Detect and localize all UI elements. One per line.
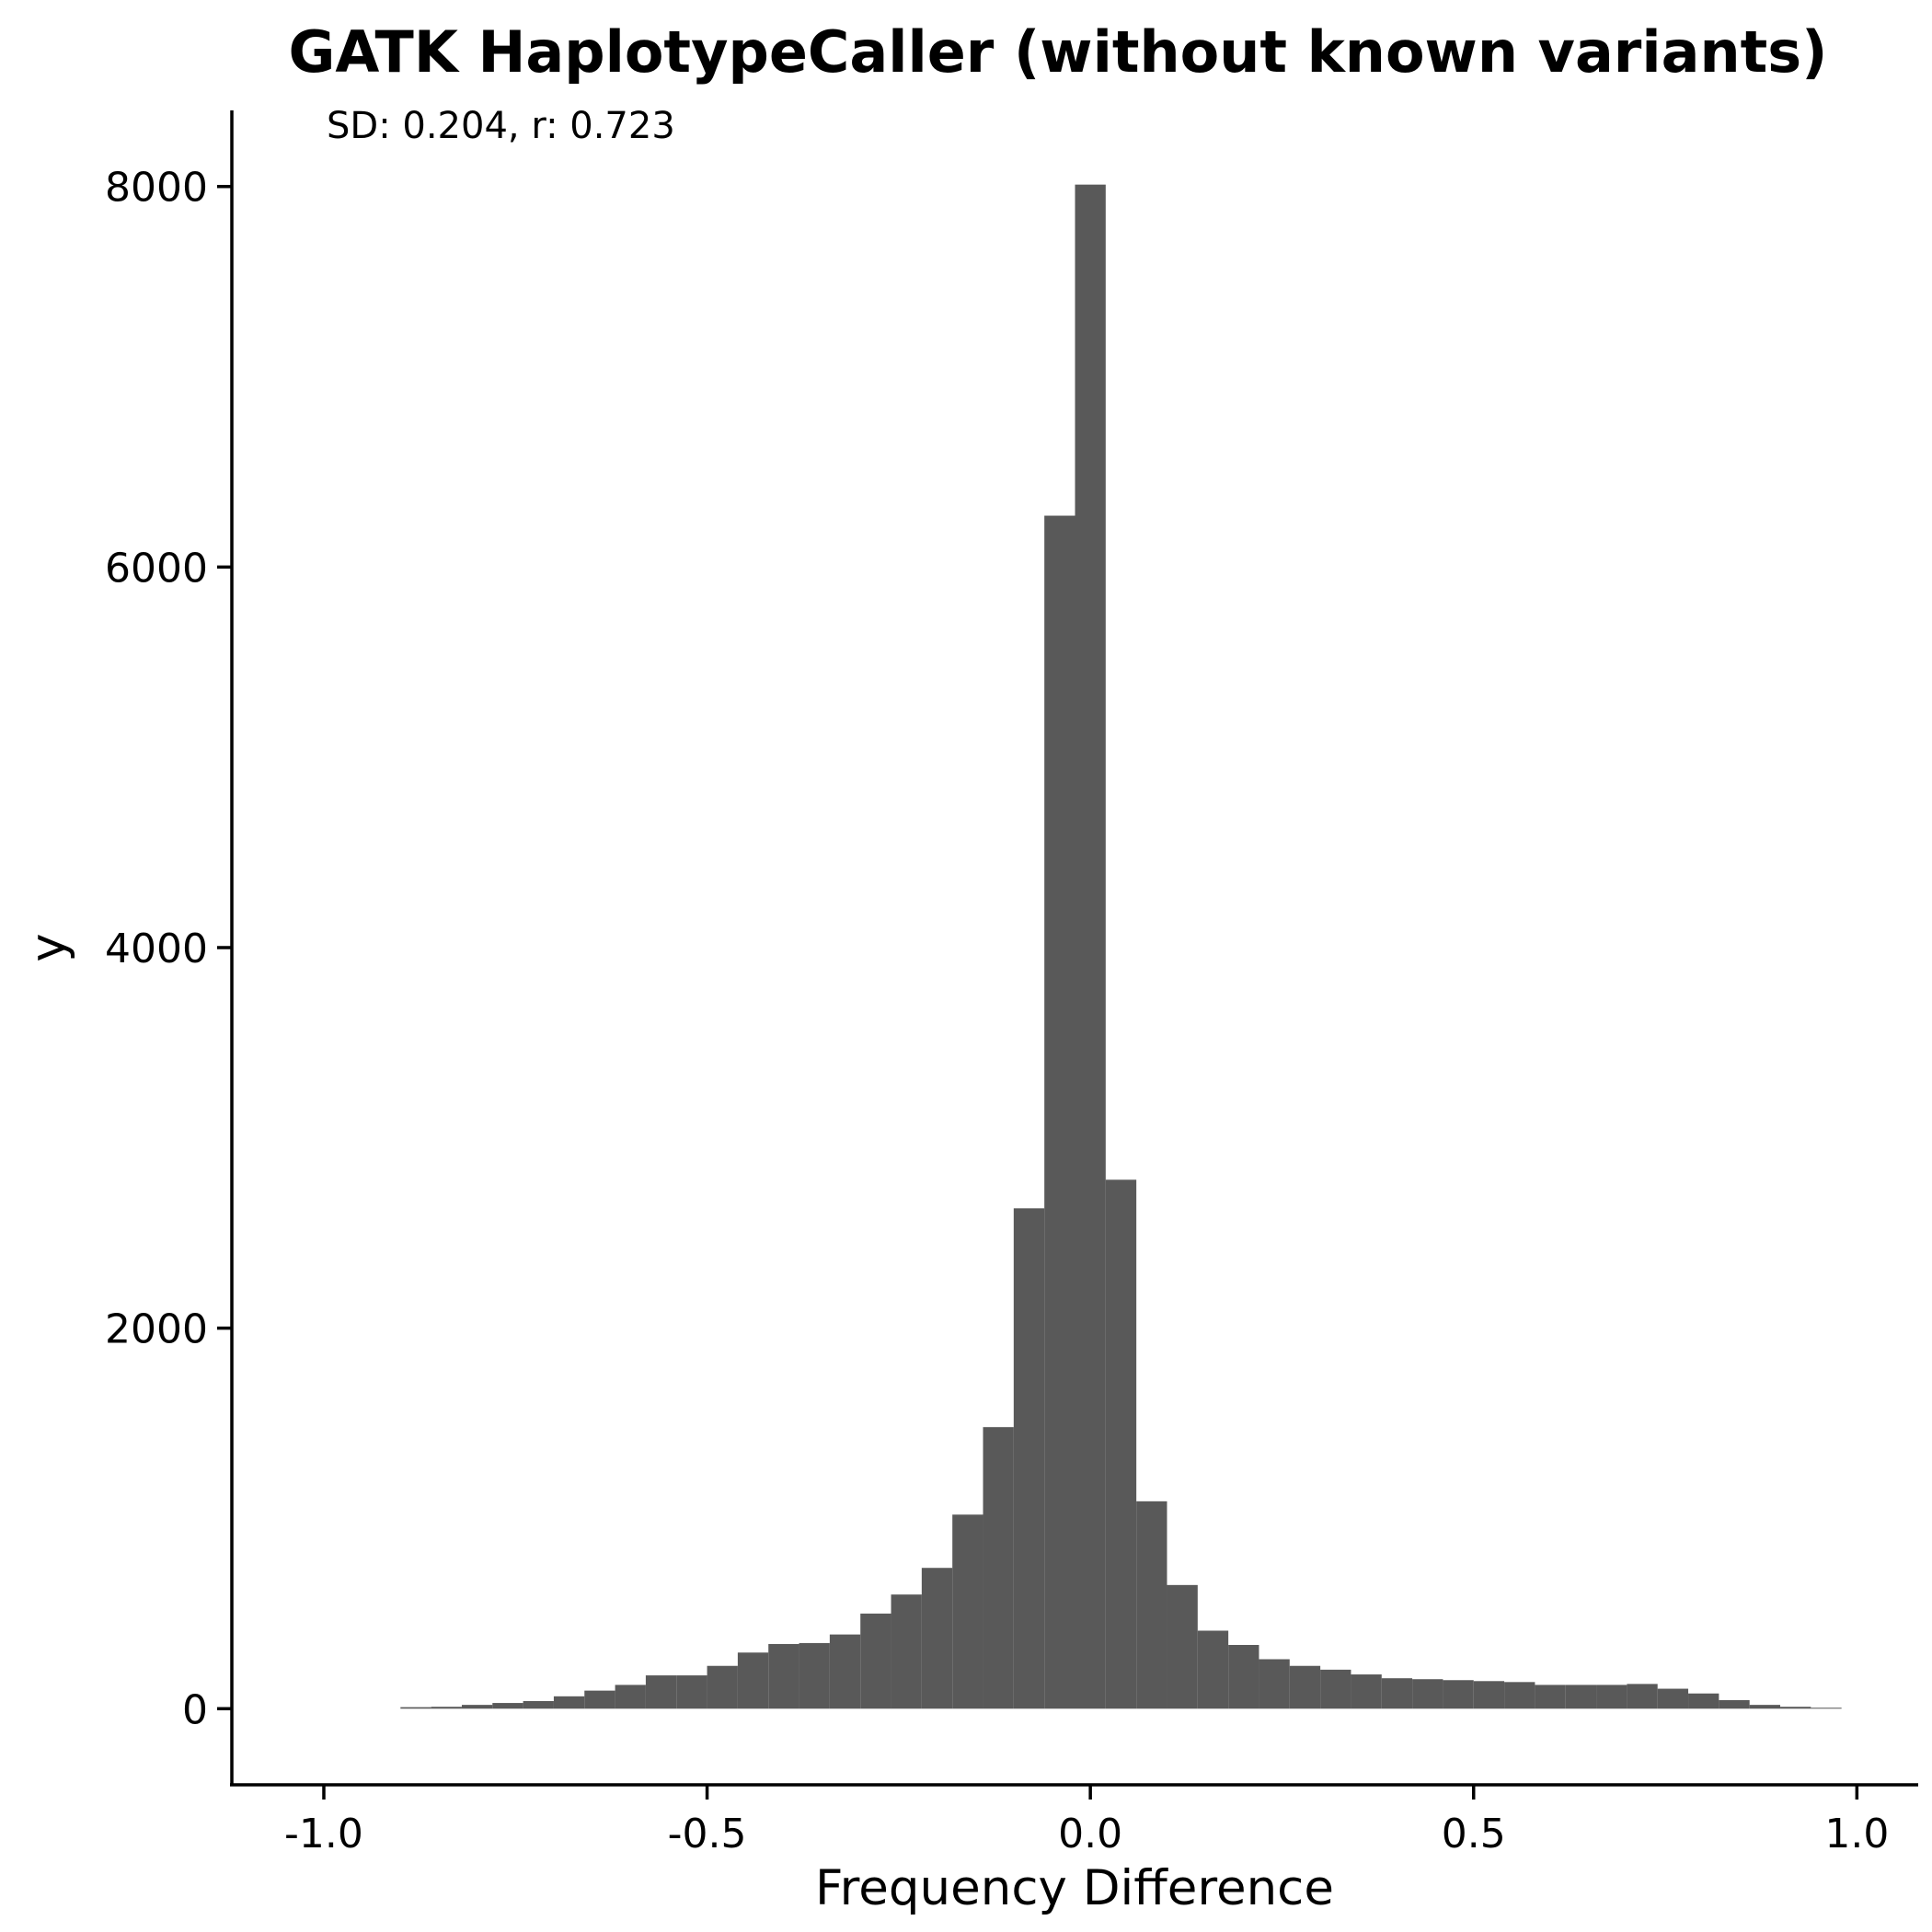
histogram-bar <box>1473 1681 1505 1709</box>
histogram-bars <box>400 184 1842 1709</box>
histogram-bar <box>1443 1680 1474 1709</box>
histogram-bar <box>983 1427 1014 1709</box>
histogram-bar <box>1197 1630 1229 1709</box>
histogram-bar <box>676 1675 707 1709</box>
y-tick-label: 6000 <box>105 545 208 592</box>
y-tick-label: 4000 <box>105 926 208 972</box>
histogram-bar <box>707 1665 738 1709</box>
histogram-bar <box>737 1652 769 1709</box>
histogram-bar <box>1228 1644 1259 1709</box>
x-tick-label: 0.0 <box>1058 1811 1122 1857</box>
y-tick-label: 0 <box>182 1686 208 1733</box>
y-tick-label: 8000 <box>105 165 208 212</box>
stats-annotation: SD: 0.204, r: 0.723 <box>327 105 675 147</box>
histogram-bar <box>584 1690 615 1709</box>
histogram-bar <box>1688 1693 1719 1709</box>
histogram-bar <box>492 1703 523 1709</box>
histogram-bar <box>1105 1179 1137 1709</box>
histogram-bar <box>1627 1684 1658 1709</box>
histogram-bar <box>1075 184 1106 1709</box>
histogram-bar <box>860 1613 891 1709</box>
histogram-bar <box>645 1675 677 1709</box>
histogram-bar <box>829 1634 861 1709</box>
histogram-bar <box>1535 1685 1566 1709</box>
histogram-bar <box>1259 1659 1290 1709</box>
y-axis-label: y <box>20 933 76 961</box>
x-tick-label: -0.5 <box>668 1811 747 1857</box>
histogram-bar <box>1381 1678 1413 1709</box>
histogram-bar <box>615 1685 646 1709</box>
histogram-bar <box>461 1705 493 1709</box>
histogram-bar <box>952 1514 983 1709</box>
x-tick-label: 1.0 <box>1824 1811 1889 1857</box>
histogram-bar <box>1596 1685 1627 1709</box>
histogram-bar <box>400 1707 431 1709</box>
histogram-bar <box>921 1568 953 1709</box>
histogram-bar <box>1749 1705 1781 1709</box>
histogram-bar <box>1657 1688 1689 1709</box>
histogram-bar <box>1167 1584 1198 1709</box>
histogram-bar <box>768 1643 799 1709</box>
y-tick-label: 2000 <box>105 1306 208 1353</box>
histogram-bar <box>1136 1501 1167 1709</box>
histogram-bar <box>1565 1685 1597 1709</box>
histogram-bar <box>1351 1674 1382 1709</box>
histogram-bar <box>1013 1208 1045 1709</box>
histogram-bar <box>523 1701 554 1709</box>
histogram-bar <box>1320 1669 1351 1709</box>
histogram-bar <box>1289 1665 1321 1709</box>
histogram-bar <box>553 1696 585 1709</box>
histogram-bar <box>1044 515 1075 1709</box>
x-tick-label: 0.5 <box>1442 1811 1506 1857</box>
x-axis-ticks: -1.0 -0.5 0.0 0.5 1.0 <box>284 1785 1889 1857</box>
histogram-bar <box>1780 1707 1811 1709</box>
histogram-bar <box>1412 1679 1443 1709</box>
x-tick-label: -1.0 <box>284 1811 363 1857</box>
histogram-bar <box>891 1594 922 1709</box>
chart-title: GATK HaplotypeCaller (without known vari… <box>289 18 1828 86</box>
histogram-bar <box>431 1707 462 1709</box>
y-axis-ticks: 0 2000 4000 6000 8000 <box>105 165 232 1733</box>
histogram-bar <box>1719 1699 1750 1709</box>
x-axis-label: Frequency Difference <box>815 1860 1334 1916</box>
histogram-bar <box>799 1642 830 1709</box>
histogram-bar <box>1504 1682 1535 1709</box>
